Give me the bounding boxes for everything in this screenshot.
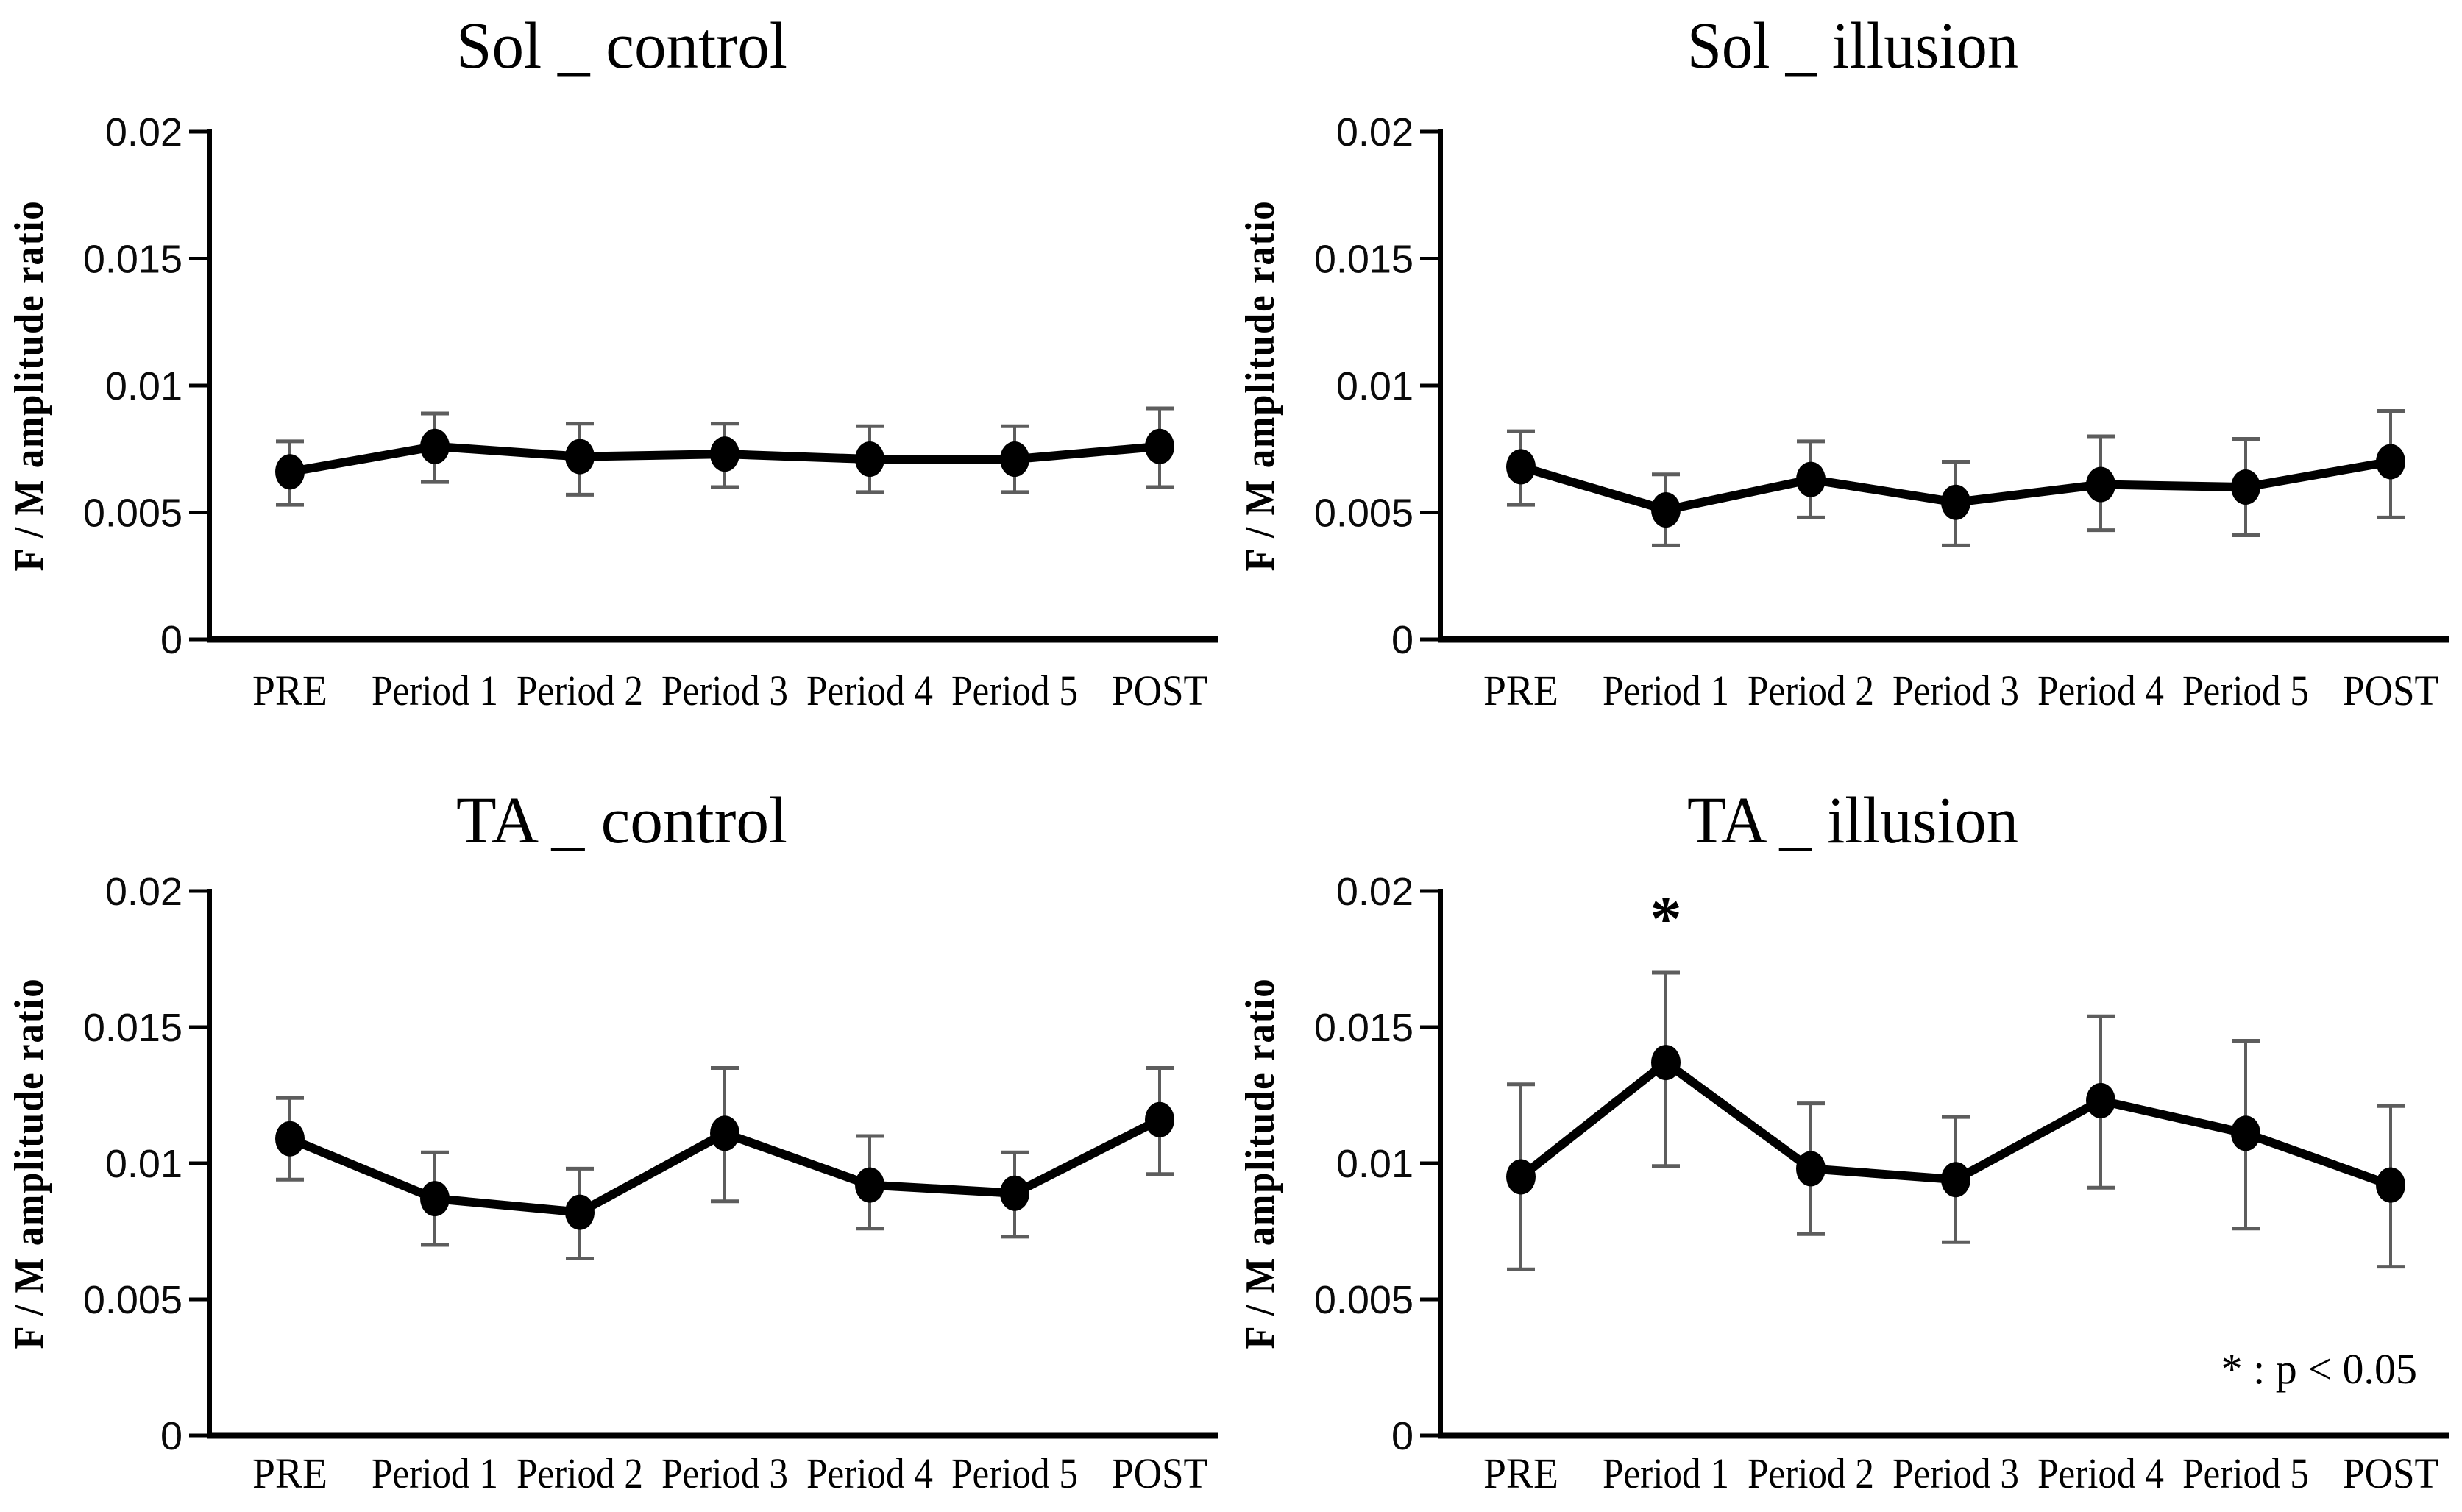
data-point-marker [855,441,884,478]
data-point-marker [1000,1175,1029,1211]
y-tick-label: 0.015 [1314,238,1413,282]
panel-ta-illusion: 0 0.005 0.01 0.015 0.02 F / M amplitude ratio… [1231,756,2462,1512]
y-axis-title: F / M amplitude ratio [1238,200,1283,572]
data-point-marker [565,439,595,475]
chart-title: Sol _ control [456,10,787,82]
chart-title: TA _ control [456,784,787,857]
x-category-label: Period 3 [1892,667,2019,714]
y-tick-label: 0.005 [1314,491,1413,536]
x-category-label: Period 4 [806,667,933,714]
y-tick-label: 0 [1391,618,1413,662]
data-point-marker [565,1194,595,1230]
chart-sol-control: 0 0.005 0.01 0.015 0.02 F / M amplitude ratio… [7,10,1218,714]
x-category-label: Period 3 [661,667,788,714]
x-category-label: Period 1 [1603,1449,1729,1497]
panel-sol-illusion: 0 0.005 0.01 0.015 0.02 F / M amplitude ratio… [1231,0,2462,756]
data-point-marker [1651,1045,1681,1081]
chart-title: TA _ illusion [1687,784,2018,857]
x-category-label: Period 3 [661,1449,788,1497]
data-point-marker [2086,1082,2115,1118]
y-tick-label: 0.01 [105,1142,182,1186]
data-point-marker [420,1181,450,1217]
x-category-label: Period 2 [1748,1449,1874,1497]
x-category-label: POST [2343,1449,2438,1497]
x-category-label: POST [2343,667,2438,714]
x-category-label: Period 2 [517,1449,643,1497]
y-tick-label: 0.015 [83,1006,182,1050]
y-tick-label: 0.02 [1336,110,1413,155]
y-tick-label: 0 [160,618,182,662]
data-point-marker [710,436,739,472]
data-point-marker [2231,469,2260,505]
x-category-label: Period 5 [2182,667,2309,714]
chart-title: Sol _ illusion [1687,10,2018,82]
x-category-label: PRE [1483,1449,1558,1497]
data-point-marker [1796,1151,1826,1187]
y-axis-title: F / M amplitude ratio [7,200,52,572]
x-category-label: Period 4 [2037,1449,2164,1497]
y-tick-label: 0.015 [83,238,182,282]
x-category-label: Period 1 [372,667,498,714]
y-tick-label: 0.01 [105,364,182,408]
y-tick-label: 0.02 [105,110,182,155]
panel-ta-control: 0 0.005 0.01 0.015 0.02 F / M amplitude ratio… [0,756,1231,1512]
y-tick-label: 0.005 [83,1278,182,1322]
x-category-label: Period 4 [806,1449,933,1497]
data-point-marker [855,1167,884,1203]
chart-ta-control: 0 0.005 0.01 0.015 0.02 F / M amplitude ratio… [7,784,1218,1497]
data-point-marker [420,428,450,464]
y-tick-label: 0 [160,1414,182,1458]
data-point-marker [275,1121,305,1157]
y-axis-title: F / M amplitude ratio [7,978,52,1349]
data-point-marker [2376,444,2405,480]
data-point-marker [1145,1101,1174,1137]
data-point-marker [1651,492,1681,528]
data-point-marker [1145,428,1174,464]
data-point-marker [1796,461,1826,497]
chart-ta-illusion: 0 0.005 0.01 0.015 0.02 F / M amplitude ratio… [1238,784,2449,1497]
x-category-label: Period 4 [2037,667,2164,714]
y-tick-label: 0.01 [1336,364,1413,408]
y-tick-label: 0 [1391,1414,1413,1458]
significance-asterisk: * [1650,884,1682,954]
x-category-label: POST [1112,1449,1207,1497]
data-point-marker [2086,466,2115,503]
x-category-label: Period 5 [951,667,1078,714]
data-point-marker [275,454,305,490]
x-category-label: PRE [252,667,327,714]
data-point-marker [2376,1167,2405,1203]
y-tick-label: 0.02 [1336,870,1413,914]
y-tick-label: 0.005 [1314,1278,1413,1322]
x-category-label: Period 5 [951,1449,1078,1497]
data-point-marker [1941,1162,1970,1198]
y-tick-label: 0.02 [105,870,182,914]
x-category-label: PRE [252,1449,327,1497]
data-point-marker [2231,1115,2260,1151]
y-tick-label: 0.005 [83,491,182,536]
y-tick-label: 0.01 [1336,1142,1413,1186]
data-point-marker [1506,1159,1536,1195]
x-category-label: Period 3 [1892,1449,2019,1497]
chart-sol-illusion: 0 0.005 0.01 0.015 0.02 F / M amplitude ratio… [1238,10,2449,714]
data-point-marker [1000,441,1029,478]
x-category-label: Period 5 [2182,1449,2309,1497]
x-category-label: Period 1 [372,1449,498,1497]
y-tick-label: 0.015 [1314,1006,1413,1050]
x-category-label: Period 2 [1748,667,1874,714]
panel-sol-control: 0 0.005 0.01 0.015 0.02 F / M amplitude ratio… [0,0,1231,756]
x-category-label: PRE [1483,667,1558,714]
x-category-label: Period 2 [517,667,643,714]
data-point-marker [1941,484,1970,520]
y-axis-title: F / M amplitude ratio [1238,978,1283,1349]
x-category-label: POST [1112,667,1207,714]
data-point-marker [1506,449,1536,485]
data-point-marker [710,1115,739,1151]
x-category-label: Period 1 [1603,667,1729,714]
significance-note: * : p < 0.05 [2221,1345,2417,1393]
